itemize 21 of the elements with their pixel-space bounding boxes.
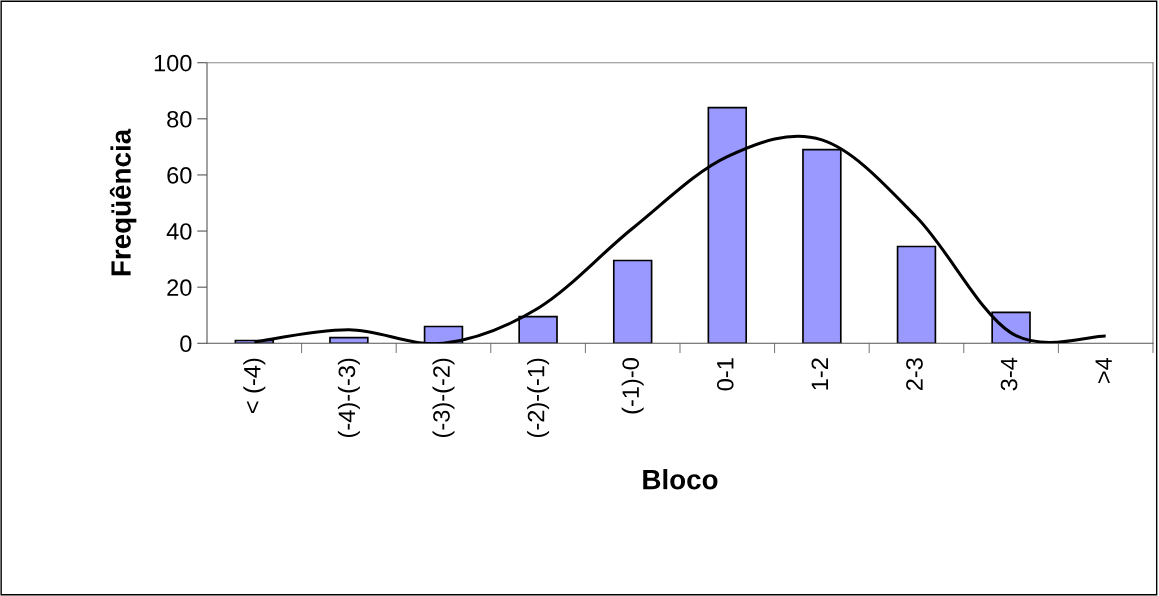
x-tick-label: (-4)-(-3) bbox=[337, 358, 360, 438]
x-tick-label: (-2)-(-1) bbox=[527, 358, 550, 438]
y-tick-label: 60 bbox=[167, 167, 192, 184]
y-tick-label: 20 bbox=[167, 279, 192, 296]
y-tick-label: 0 bbox=[180, 335, 192, 353]
x-tick-label: 2-3 bbox=[906, 358, 923, 391]
x-tick-label: 0-1 bbox=[716, 358, 734, 391]
x-tick-label: >4 bbox=[1095, 357, 1112, 383]
x-axis-title: Bloco bbox=[643, 469, 718, 490]
y-tick-label: 80 bbox=[167, 110, 192, 128]
bar bbox=[896, 245, 937, 344]
x-tick-label: 1-2 bbox=[811, 358, 828, 390]
y-tick-label: 40 bbox=[166, 223, 192, 240]
y-tick-label: 100 bbox=[154, 54, 192, 72]
bar bbox=[329, 336, 369, 344]
y-axis-title: Freqüência bbox=[109, 128, 137, 276]
x-tick-label: (-3)-(-2) bbox=[432, 358, 455, 438]
x-tick-label: (-1)-0 bbox=[621, 358, 644, 414]
bar bbox=[612, 259, 653, 344]
x-tick-label: < (-4) bbox=[243, 358, 266, 414]
x-tick-label: 3-4 bbox=[1000, 357, 1018, 391]
